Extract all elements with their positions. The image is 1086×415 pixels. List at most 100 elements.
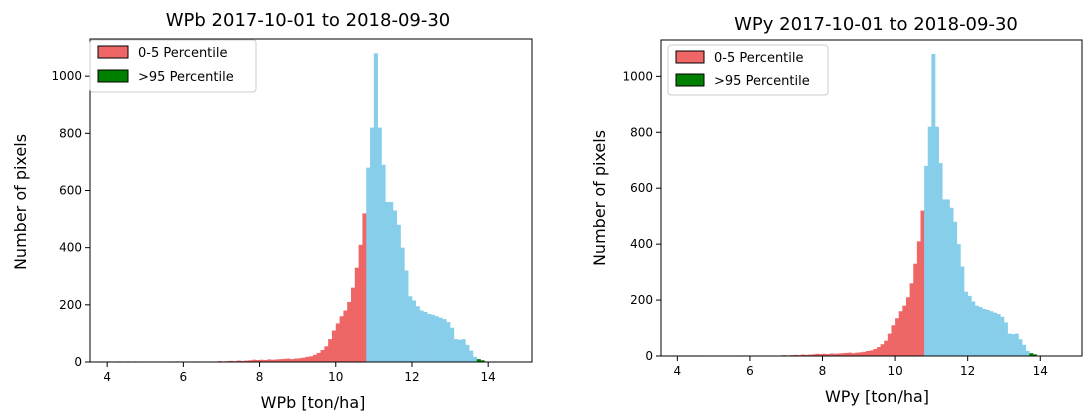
legend-swatch-high [675, 73, 705, 87]
x-tick-label: 14 [481, 370, 496, 384]
histogram-bar [909, 283, 914, 356]
histogram-bar [297, 358, 302, 362]
legend-swatch-low [675, 50, 705, 64]
histogram-bar [408, 296, 413, 362]
histogram-bar [469, 350, 474, 362]
histogram-bar [1007, 333, 1012, 356]
histogram-bar [1000, 316, 1005, 356]
histogram-bar [389, 201, 394, 362]
histogram-bar [320, 349, 325, 362]
histogram-bar [898, 311, 903, 356]
histogram-bar [381, 164, 386, 362]
histogram-bar [400, 247, 405, 362]
y-tick-label: 800 [59, 126, 82, 140]
histogram-bar [905, 297, 910, 356]
histogram-bar [978, 307, 983, 356]
histogram-bar [815, 353, 820, 356]
legend-label-high: >95 Percentile [138, 70, 234, 85]
x-axis-ticks: 4 6 8 10 12 14 [674, 356, 1048, 378]
histogram-bar [480, 360, 485, 362]
x-tick-label: 12 [404, 370, 419, 384]
histogram-bar [236, 360, 241, 362]
histogram-bar [259, 359, 264, 362]
histogram-bar [931, 53, 936, 356]
legend: 0-5 Percentile >95 Percentile [89, 39, 257, 93]
histogram-bar [851, 353, 856, 356]
histogram-bar [370, 127, 375, 362]
histogram-bar [844, 352, 849, 356]
histogram-bar [974, 305, 979, 356]
legend-label-low: 0-5 Percentile [714, 51, 804, 66]
histogram-bar [887, 333, 892, 356]
histogram-bar [924, 165, 929, 356]
bars-group [99, 53, 485, 363]
x-tick-label: 10 [328, 370, 343, 384]
histogram-bar [366, 167, 371, 362]
histogram-bar [446, 321, 451, 362]
legend-swatch-high [97, 69, 129, 83]
histogram-bar [920, 210, 925, 356]
chart-title: WPy 2017-10-01 to 2018-09-30 [734, 14, 1018, 35]
histogram-bar [312, 354, 318, 362]
histogram-bar [902, 305, 907, 356]
histogram-bar [411, 300, 417, 362]
histogram-bar [293, 358, 298, 362]
histogram-bar [927, 126, 932, 356]
histogram-bar [873, 349, 878, 356]
y-tick-label: 400 [59, 241, 82, 255]
y-tick-label: 600 [59, 183, 82, 197]
histogram-bar [1018, 339, 1023, 356]
histogram-bar [866, 350, 870, 356]
x-tick-label: 4 [103, 370, 111, 384]
histogram-bar [415, 306, 420, 362]
x-tick-label: 8 [819, 364, 827, 378]
y-axis-ticks: 0 200 400 600 800 1000 [622, 69, 661, 363]
y-tick-label: 200 [59, 298, 82, 312]
histogram-bar [251, 359, 257, 362]
plot-frame [89, 38, 533, 363]
y-axis-ticks: 0 200 400 600 800 1000 [51, 69, 90, 369]
histogram-bar [270, 359, 276, 362]
histogram-bar [1003, 322, 1008, 356]
histogram-bar [982, 309, 987, 356]
histogram-bar [476, 359, 481, 362]
histogram-bar [793, 354, 798, 356]
x-axis-label: WPy [ton/ha] [825, 387, 929, 406]
histogram-bar [316, 352, 321, 362]
legend-swatch-low [97, 45, 129, 59]
histogram-bar [457, 339, 462, 362]
histogram-bar [278, 359, 283, 362]
histogram-bar [993, 312, 998, 356]
x-axis-ticks: 4 6 8 10 12 14 [103, 362, 496, 384]
histogram-bar [960, 266, 965, 356]
histogram-bar [847, 352, 852, 356]
histogram-bar [829, 353, 834, 356]
x-tick-label: 6 [180, 370, 188, 384]
histogram-bar [267, 359, 272, 362]
histogram-bar [431, 314, 436, 362]
histogram-bar [811, 354, 816, 356]
x-tick-label: 4 [674, 364, 682, 378]
x-tick-label: 12 [960, 364, 975, 378]
histogram-bar [286, 358, 291, 362]
histogram-bar [373, 53, 378, 363]
histogram-bar [840, 353, 845, 356]
histogram-bar [290, 359, 295, 362]
histogram-bar [396, 224, 401, 362]
histogram-bar [427, 313, 432, 362]
histogram-bar [301, 357, 306, 362]
histogram-bar [869, 350, 874, 356]
histogram-bar [807, 354, 812, 356]
histogram-bar [985, 309, 990, 356]
histogram-bar [935, 126, 939, 356]
histogram-bar [351, 287, 356, 362]
y-tick-label: 0 [74, 355, 82, 369]
histogram-bar [1025, 350, 1030, 356]
x-tick-label: 8 [256, 370, 264, 384]
histogram-bar [358, 244, 363, 362]
histogram-bar [229, 360, 234, 362]
histogram-bar [274, 359, 279, 362]
histogram-bar [1011, 334, 1016, 356]
legend: 0-5 Percentile >95 Percentile [667, 44, 829, 96]
